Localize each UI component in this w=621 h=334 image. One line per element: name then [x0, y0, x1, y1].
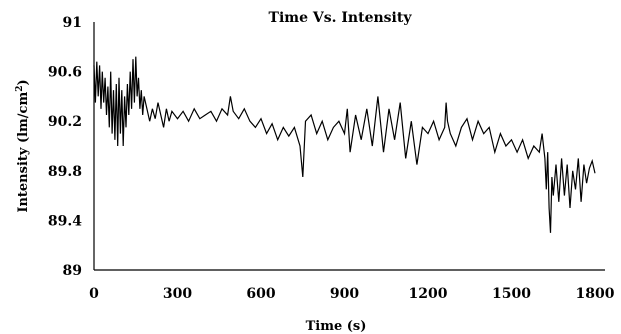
x-tick-label: 1800 [576, 286, 615, 302]
x-tick-label: 0 [89, 286, 99, 302]
y-tick-label: 89.8 [48, 164, 82, 180]
y-tick-label: 91 [63, 15, 82, 31]
y-axis-label: Intensity (lm/cm2) [15, 79, 31, 212]
y-axis-label-superscript: 2 [15, 86, 25, 92]
x-tick-labels: 0 300 600 900 1200 1500 1800 [89, 286, 615, 302]
y-tick-label: 89.4 [48, 213, 82, 229]
intensity-series-line [93, 56, 596, 233]
x-tick-label: 600 [246, 286, 275, 302]
y-tick-label: 90.2 [48, 114, 82, 130]
chart-title: Time Vs. Intensity [269, 10, 413, 26]
x-tick-label: 900 [330, 286, 359, 302]
x-tick-label: 1500 [492, 286, 531, 302]
y-axis-label-main: Intensity (lm/cm [16, 92, 31, 213]
x-tick-label: 300 [163, 286, 192, 302]
x-tick-label: 1200 [409, 286, 448, 302]
y-tick-label: 90.6 [48, 65, 82, 81]
y-tick-labels: 89 89.4 89.8 90.2 90.6 91 [48, 15, 82, 279]
y-tick-label: 89 [63, 263, 82, 279]
x-axis-label: Time (s) [306, 319, 367, 334]
y-axis-label-end: ) [16, 79, 31, 85]
